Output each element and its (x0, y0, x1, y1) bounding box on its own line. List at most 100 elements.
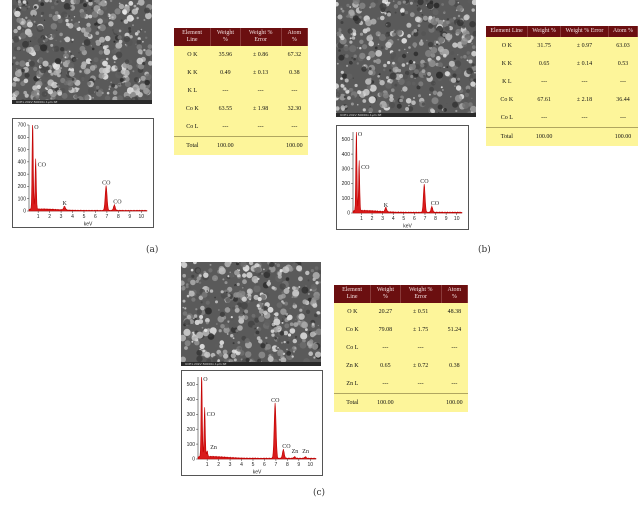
peak-label: Zn (210, 445, 217, 451)
x-tick-label: 10 (138, 214, 144, 220)
table-row: Total 100.00 100.00 (174, 137, 308, 156)
x-tick-label: 10 (307, 462, 313, 468)
peak-label: CO (420, 179, 429, 185)
sem-info-bar (336, 113, 476, 117)
peak-label: CO (431, 201, 440, 207)
sem-texture (12, 0, 152, 104)
x-axis-label: keV (403, 224, 412, 230)
x-tick-label: 2 (217, 462, 220, 468)
cell-element: K K (501, 61, 512, 67)
peak-label: CO (207, 412, 216, 418)
sem-image-a: UCE1·20kV·50000x·1µm·SE (12, 0, 152, 104)
table-cell: --- (257, 88, 264, 94)
table-cell: 0.65 (538, 61, 550, 67)
table-cell: 100.00 (446, 400, 463, 406)
x-tick-label: 4 (71, 214, 74, 220)
x-tick-label: 8 (286, 462, 289, 468)
table-row: O K 31.75 ± 0.97 63.03 (486, 37, 638, 55)
peak-label: K (63, 201, 68, 207)
table-cell: --- (527, 109, 561, 128)
y-tick-label: 100 (187, 442, 196, 448)
table-cell: --- (370, 375, 401, 394)
sem-info-bar (12, 100, 152, 104)
y-tick-label: 300 (342, 167, 351, 173)
peak-label: CO (102, 180, 111, 186)
col-element-line: Element Line (334, 285, 372, 303)
table-cell: 100.00 (377, 400, 394, 406)
peak-label: O (358, 132, 363, 138)
x-axis-label: keV (84, 222, 93, 228)
table-row: K K 0.65 ± 0.14 0.53 (486, 55, 638, 73)
table-cell: 0.38 (289, 70, 300, 76)
x-tick-label: 7 (275, 462, 278, 468)
table-row: Total 100.00 100.00 (486, 128, 638, 147)
spectrum-curve (28, 124, 148, 212)
sem-info-text: UCE1·20kV·50000x·1µm·SE (340, 113, 382, 117)
x-tick-label: 3 (60, 214, 63, 220)
y-tick-label: 0 (192, 457, 195, 463)
table-cell: --- (441, 375, 468, 394)
table-cell: --- (382, 345, 389, 351)
table-cell: 35.96 (218, 52, 233, 58)
table-cell: 100.00 (286, 143, 303, 149)
table-row: Co K 67.61 ± 2.18 36.44 (486, 91, 638, 109)
cell-element: Co K (500, 97, 514, 103)
cell-element: Total (186, 143, 199, 149)
sem-image-c: UCE1·20kV·50000x·1µm·SE (181, 262, 321, 366)
x-tick-label: 8 (434, 216, 437, 222)
table-cell: 31.75 (537, 43, 551, 49)
table-cell: 32.30 (287, 106, 302, 112)
peak-label: O (203, 377, 208, 383)
y-tick-label: 0 (23, 209, 26, 215)
col-weight-error: Weight % Error (560, 26, 609, 37)
table-cell: 100.00 (614, 134, 632, 140)
table-row: Co K 79.08 ± 1.75 51.24 (334, 321, 468, 339)
peak-label: O (34, 125, 39, 131)
x-tick-label: 7 (106, 214, 109, 220)
eds-spectrum-a: 0 100 200 300 400 500 600 700 1 2 3 4 5 6 7 8 9 10 keV O CO K… (12, 118, 154, 228)
table-cell: 36.44 (616, 97, 630, 103)
x-tick-label: 3 (381, 216, 384, 222)
y-tick-label: 600 (18, 135, 27, 141)
y-tick-label: 700 (18, 123, 27, 129)
table-row: K L --- --- --- (174, 82, 308, 100)
x-tick-label: 6 (413, 216, 416, 222)
sem-texture (336, 0, 476, 117)
caption-b: (b) (478, 245, 491, 255)
sem-info-text: UCE1·20kV·50000x·1µm·SE (185, 362, 227, 366)
x-tick-label: 6 (263, 462, 266, 468)
x-tick-label: 7 (424, 216, 427, 222)
table-cell: 0.53 (617, 61, 629, 67)
x-tick-label: 3 (229, 462, 232, 468)
table-cell: ± 1.98 (253, 106, 269, 112)
table-cell: 67.61 (537, 97, 551, 103)
cell-element: K L (502, 79, 512, 85)
eds-table-a: Element Line Weight % Weight % Error Ato… (174, 28, 309, 156)
cell-element: Co K (345, 327, 359, 333)
table-cell: --- (560, 109, 609, 128)
table-cell: ± 0.14 (576, 61, 593, 67)
table-cell: ± 0.13 (253, 70, 269, 76)
col-weight: Weight % (527, 26, 561, 37)
y-tick-label: 200 (18, 184, 27, 190)
y-tick-label: 400 (18, 160, 27, 166)
table-cell: ± 0.86 (253, 52, 269, 58)
y-tick-label: 400 (187, 397, 196, 403)
y-tick-label: 200 (342, 181, 351, 187)
table-cell (560, 128, 608, 147)
table-cell: --- (400, 375, 442, 394)
cell-element: Co L (346, 345, 359, 351)
table-cell (400, 394, 441, 413)
cell-element: Co L (486, 109, 528, 128)
cell-element: O K (347, 309, 358, 315)
x-tick-label: 6 (94, 214, 97, 220)
col-weight-error: Weight % Error (240, 28, 282, 46)
cell-element: Zn K (346, 363, 359, 369)
table-row: Co L --- --- --- (174, 118, 308, 137)
table-cell: 63.03 (616, 43, 630, 49)
table-cell: 63.55 (218, 106, 233, 112)
y-tick-label: 400 (342, 152, 351, 158)
table-cell: --- (281, 118, 308, 137)
table-cell: --- (417, 345, 424, 351)
spectrum-curve (197, 376, 317, 460)
